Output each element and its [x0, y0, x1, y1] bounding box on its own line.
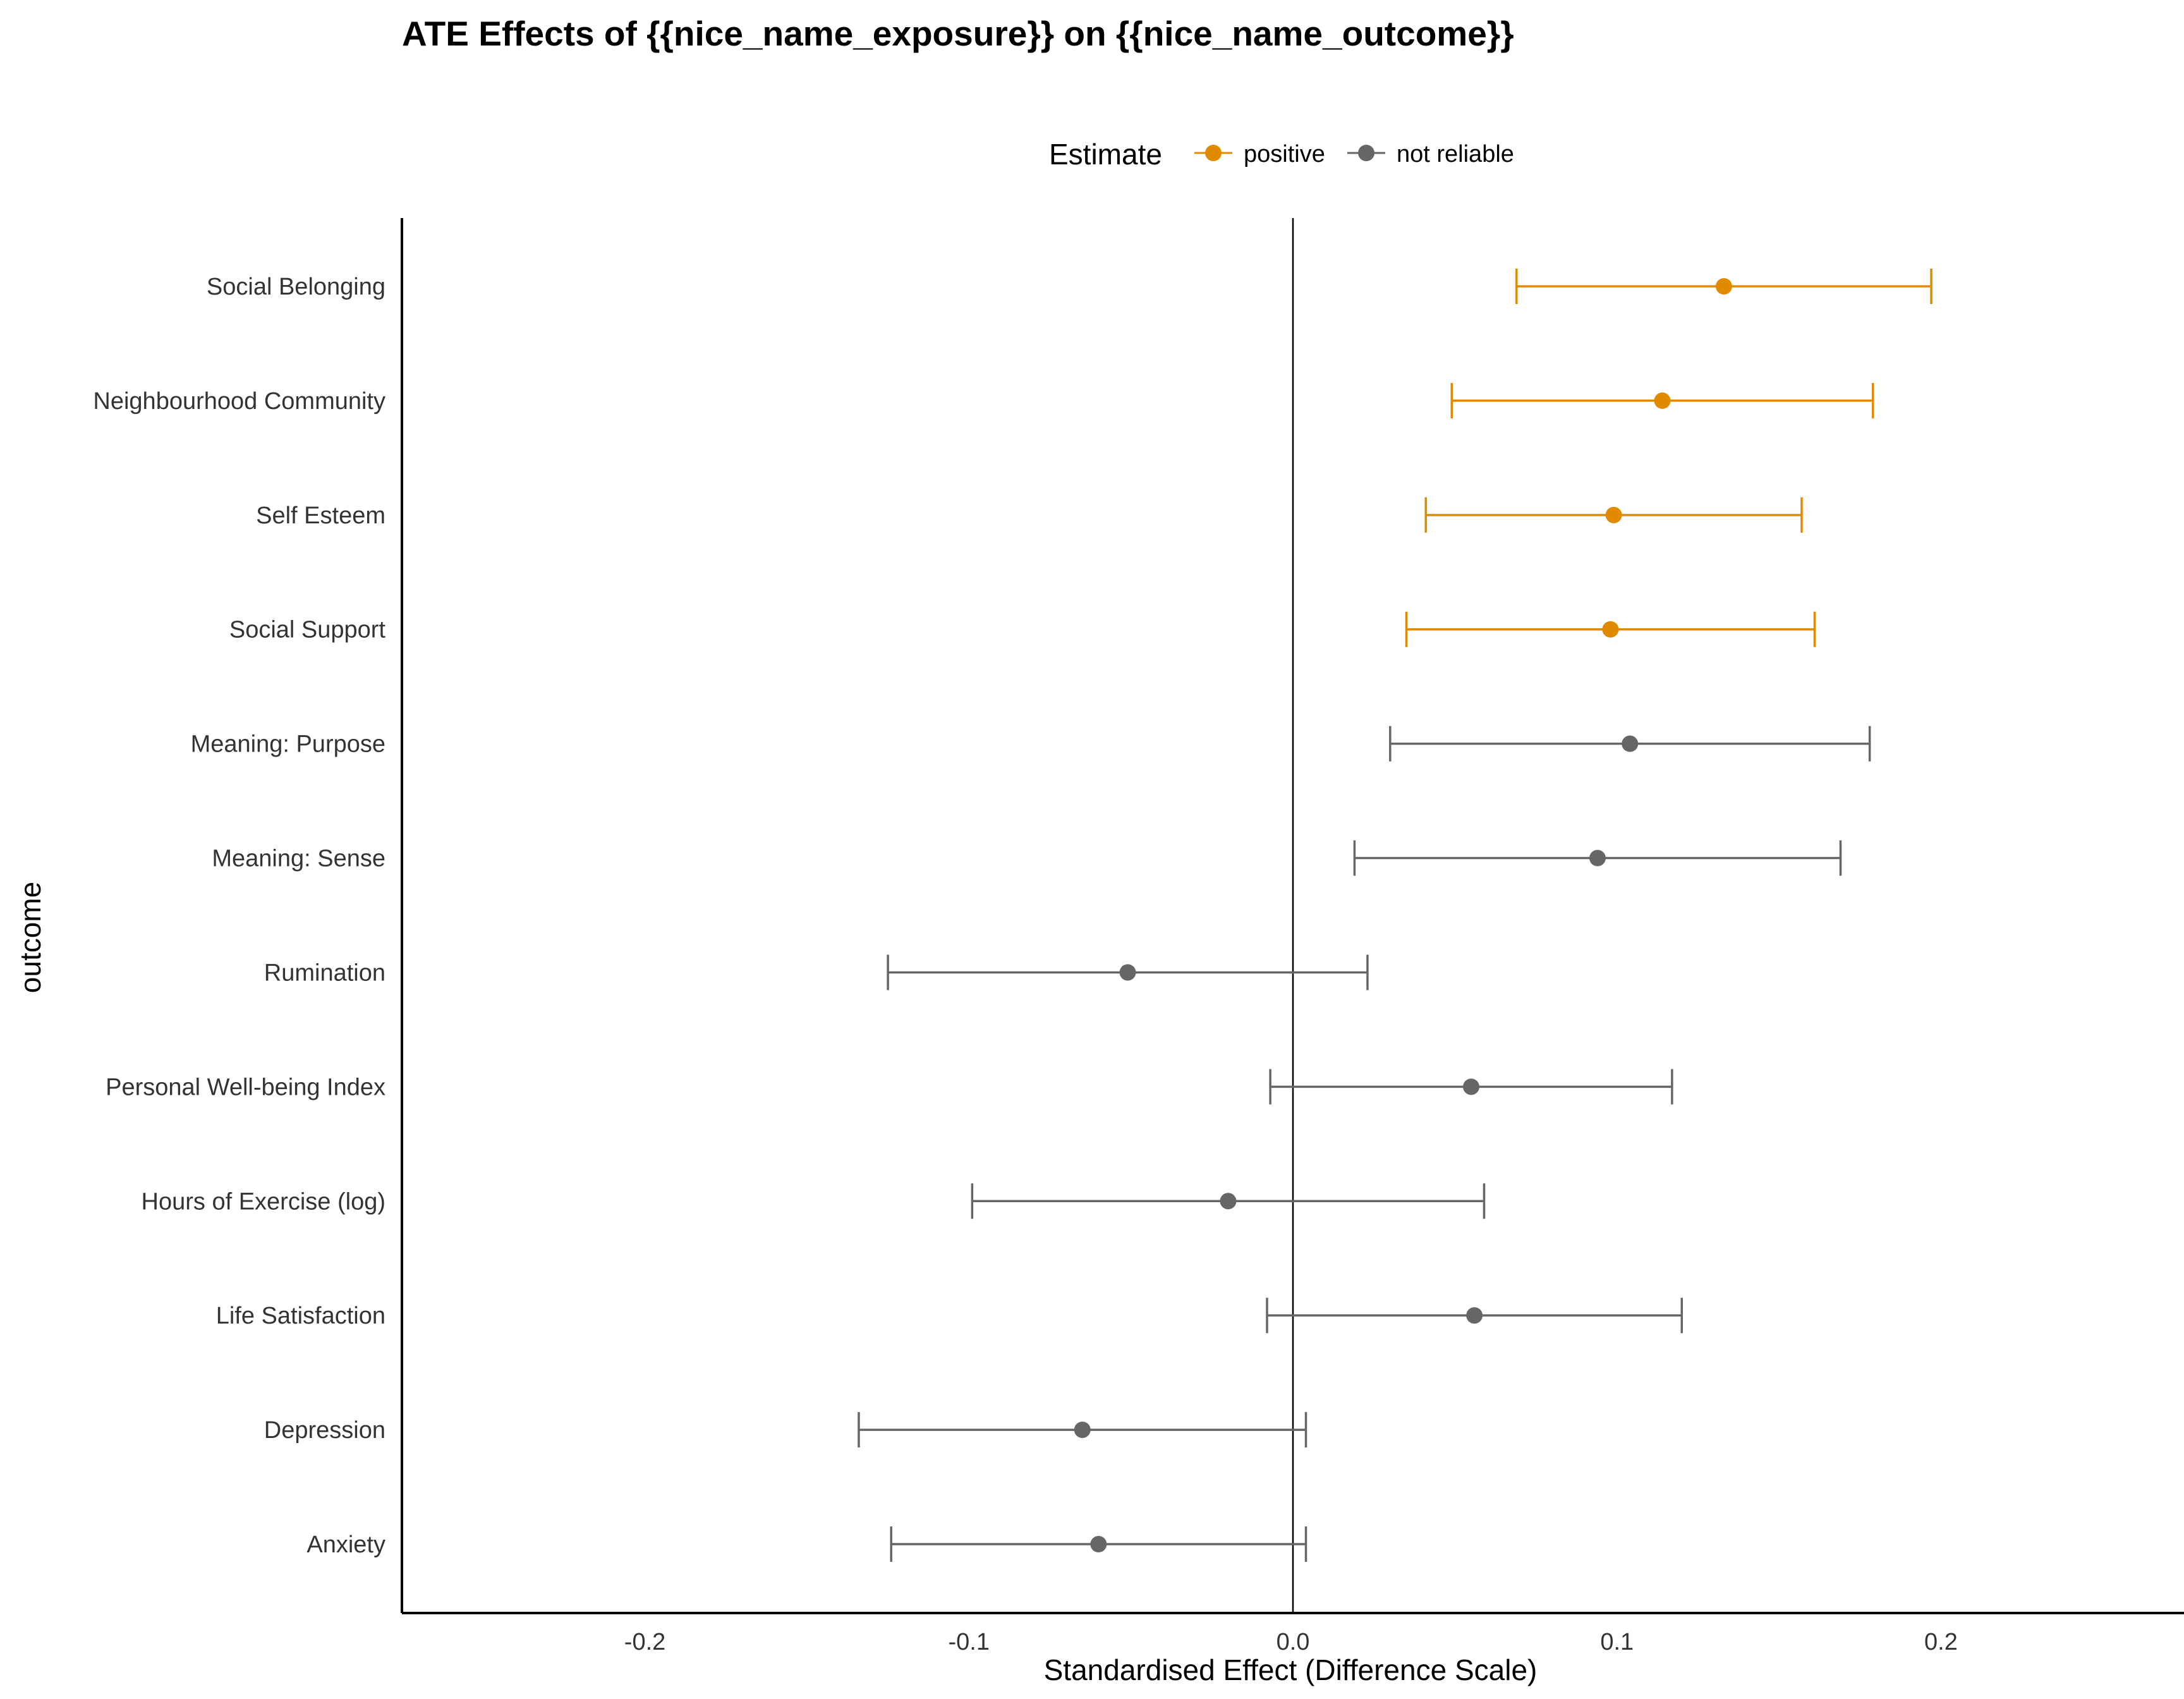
estimate-point-self-esteem: [1605, 506, 1622, 523]
y-tick-label-rumination: Rumination: [264, 959, 385, 986]
legend-label-positive: positive: [1244, 141, 1325, 167]
x-tick-label: 0.2: [1924, 1629, 1958, 1655]
y-tick-label-life-satisfaction: Life Satisfaction: [216, 1303, 385, 1329]
legend: Estimate positive not reliable: [1049, 138, 1514, 171]
x-tick-label: -0.1: [949, 1629, 990, 1655]
estimate-point-depression: [1074, 1422, 1091, 1439]
y-tick-label-social-belonging: Social Belonging: [207, 274, 385, 300]
chart-title: ATE Effects of {{nice_name_exposure}} on…: [402, 14, 1514, 53]
estimate-point-neighbourhood-community: [1654, 392, 1671, 409]
x-axis-title: Standardised Effect (Difference Scale): [1044, 1653, 1538, 1686]
estimate-point-meaning-sense: [1589, 849, 1606, 867]
y-tick-label-self-esteem: Self Esteem: [256, 502, 385, 529]
y-tick-label-meaning-sense: Meaning: Sense: [212, 846, 385, 872]
y-tick-label-anxiety: Anxiety: [306, 1532, 385, 1558]
x-tick-label: 0.0: [1277, 1629, 1310, 1655]
legend-key-point-not-reliable: [1358, 145, 1374, 161]
y-tick-label-neighbourhood-community: Neighbourhood Community: [93, 388, 385, 415]
y-axis-title: outcome: [14, 882, 47, 993]
estimate-point-hours-of-exercise-log: [1220, 1193, 1237, 1210]
y-tick-label-hours-of-exercise-log: Hours of Exercise (log): [142, 1188, 385, 1215]
legend-key-point-positive: [1205, 145, 1222, 161]
y-tick-label-personal-well-being-index: Personal Well-being Index: [106, 1074, 385, 1100]
estimate-point-social-support: [1602, 621, 1619, 638]
plot-area: -0.2 -0.1 0.0 0.1 0.2 Social Belonging Neighbo…: [93, 218, 2184, 1655]
estimate-point-social-belonging: [1715, 278, 1732, 295]
estimate-point-personal-well-being-index: [1463, 1078, 1479, 1095]
estimate-point-meaning-purpose: [1622, 735, 1639, 752]
legend-title: Estimate: [1049, 138, 1162, 171]
legend-label-not-reliable: not reliable: [1397, 141, 1514, 167]
x-tick-label: 0.1: [1600, 1629, 1634, 1655]
legend-entry-positive: positive: [1194, 141, 1325, 167]
legend-entry-not-reliable: not reliable: [1347, 141, 1514, 167]
x-tick-label: -0.2: [624, 1629, 665, 1655]
estimate-point-anxiety: [1090, 1536, 1107, 1552]
y-tick-label-depression: Depression: [264, 1417, 385, 1444]
y-tick-label-social-support: Social Support: [229, 617, 386, 643]
estimate-point-life-satisfaction: [1466, 1307, 1483, 1324]
y-tick-label-meaning-purpose: Meaning: Purpose: [191, 731, 385, 758]
estimate-point-rumination: [1119, 964, 1136, 981]
